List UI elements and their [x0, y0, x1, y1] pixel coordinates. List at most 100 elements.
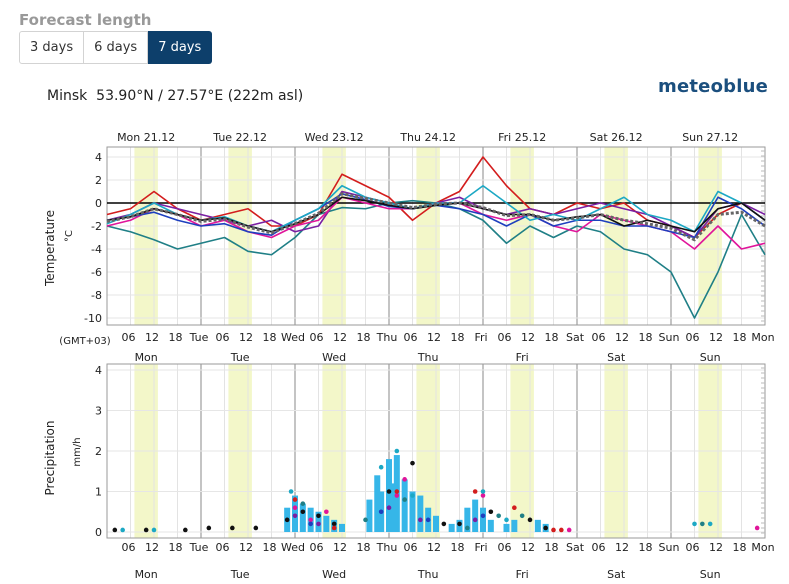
- location-name: Minsk: [47, 88, 88, 104]
- timezone-label: (GMT+03): [59, 336, 110, 347]
- temp-xtick-label: Wed: [281, 331, 305, 344]
- precip-ytick-label: 4: [95, 364, 102, 377]
- precip-xtick-label: 12: [333, 541, 347, 554]
- temp-xtick-label: Fri: [474, 331, 487, 344]
- temp-xtick-label: 06: [216, 331, 230, 344]
- temp-ytick-label: -2: [91, 220, 102, 233]
- temp-xtick-label: Sat: [566, 331, 585, 344]
- tab-6-days[interactable]: 6 days: [84, 31, 149, 64]
- precip-point-6: [378, 509, 384, 515]
- precip-point-4: [386, 505, 392, 511]
- precip-bar: [487, 519, 494, 532]
- temp-day-label: Fri 25.12: [498, 131, 546, 144]
- temp-xtick-label: 18: [169, 331, 183, 344]
- precip-unit-label: mm/h: [72, 437, 83, 466]
- temp-xtick-label: 06: [686, 331, 700, 344]
- precip-bottom-day-label: Sun: [700, 568, 721, 581]
- precip-point-0: [183, 527, 188, 533]
- precip-point-0: [230, 525, 235, 531]
- temp-day-band: [322, 147, 346, 325]
- precip-xtick-label: 18: [169, 541, 183, 554]
- temp-xtick-label: 18: [357, 331, 371, 344]
- precip-point-5: [394, 489, 400, 494]
- precip-xtick-label: Wed: [281, 541, 305, 554]
- precip-bar: [503, 523, 510, 532]
- precip-xtick-label: 06: [592, 541, 606, 554]
- precip-point-0: [143, 527, 149, 533]
- precip-point-3: [402, 497, 407, 502]
- temp-xtick-label: Mon: [751, 331, 774, 344]
- precip-xtick-label: 06: [122, 541, 136, 554]
- precip-bar: [323, 515, 330, 532]
- precip-bar: [417, 495, 424, 532]
- precip-xtick-label: 18: [357, 541, 371, 554]
- forecast-length-selector: 3 days 6 days 7 days: [19, 31, 213, 64]
- temp-ytick-label: -10: [84, 312, 102, 325]
- precip-point-0: [527, 517, 533, 523]
- tab-7-days[interactable]: 7 days: [148, 31, 213, 64]
- precip-xtick-label: 12: [709, 541, 723, 554]
- precip-point-4: [472, 517, 478, 523]
- precip-ytick-label: 2: [95, 445, 102, 458]
- temp-xtick-label: 06: [592, 331, 606, 344]
- precip-point-5: [331, 525, 337, 531]
- temp-xtick-label: 06: [498, 331, 512, 344]
- precip-bar: [299, 503, 306, 532]
- precip-point-2: [504, 517, 509, 523]
- precip-point-5: [512, 505, 517, 511]
- precip-point-0: [112, 527, 118, 533]
- temp-day-label: Mon 21.12: [117, 131, 175, 144]
- temp-bottom-day-label: Fri: [516, 351, 529, 364]
- precip-xtick-label: 18: [733, 541, 747, 554]
- precip-bar: [472, 499, 479, 532]
- precip-point-2: [692, 521, 697, 527]
- precip-frame: [106, 363, 766, 539]
- tab-3-days[interactable]: 3 days: [19, 31, 85, 64]
- precip-bar: [389, 483, 396, 532]
- precip-point-1: [394, 493, 400, 498]
- temp-day-band: [228, 147, 252, 325]
- precip-xtick-label: Tue: [189, 541, 209, 554]
- precip-point-2: [394, 448, 400, 454]
- precip-xtick-label: 06: [404, 541, 418, 554]
- precip-point-4: [418, 517, 423, 523]
- precip-point-5: [551, 527, 556, 533]
- temp-xtick-label: 12: [615, 331, 629, 344]
- temp-xtick-label: 12: [709, 331, 723, 344]
- precip-point-0: [441, 521, 447, 527]
- precip-point-6: [480, 513, 486, 519]
- location-label: Minsk 53.90°N / 27.57°E (222m asl): [47, 88, 303, 104]
- precip-point-1: [402, 477, 407, 482]
- precip-axis-label: Precipitation: [43, 420, 57, 495]
- precip-bottom-day-label: Mon: [135, 568, 158, 581]
- precip-point-0: [457, 521, 462, 527]
- precip-point-0: [386, 489, 392, 494]
- temp-day-label: Tue 22.12: [212, 131, 267, 144]
- temp-day-band: [510, 147, 534, 325]
- temp-day-label: Sun 27.12: [682, 131, 738, 144]
- precip-xtick-label: 18: [451, 541, 465, 554]
- precip-point-4: [316, 521, 321, 527]
- temp-xtick-label: 12: [145, 331, 159, 344]
- precip-point-0: [331, 521, 337, 527]
- temp-xtick-label: Sun: [659, 331, 680, 344]
- precip-point-5: [559, 527, 564, 533]
- temp-xtick-label: 12: [239, 331, 253, 344]
- precip-point-0: [410, 460, 415, 466]
- precip-xtick-label: 18: [639, 541, 653, 554]
- temp-xtick-label: 18: [451, 331, 465, 344]
- precip-xtick-label: 18: [263, 541, 277, 554]
- precip-xtick-label: 06: [310, 541, 324, 554]
- temp-ytick-label: 4: [95, 151, 102, 164]
- temp-bottom-day-label: Sat: [607, 351, 626, 364]
- temp-ytick-label: -8: [91, 289, 102, 302]
- temp-bottom-day-label: Sun: [700, 351, 721, 364]
- precip-bar: [409, 491, 416, 532]
- temp-xtick-label: 06: [310, 331, 324, 344]
- precip-bar: [448, 523, 455, 532]
- location-coords: 53.90°N / 27.57°E (222m asl): [96, 88, 304, 104]
- precip-xtick-label: 12: [521, 541, 535, 554]
- precip-xtick-label: 18: [545, 541, 559, 554]
- temp-xtick-label: 06: [122, 331, 136, 344]
